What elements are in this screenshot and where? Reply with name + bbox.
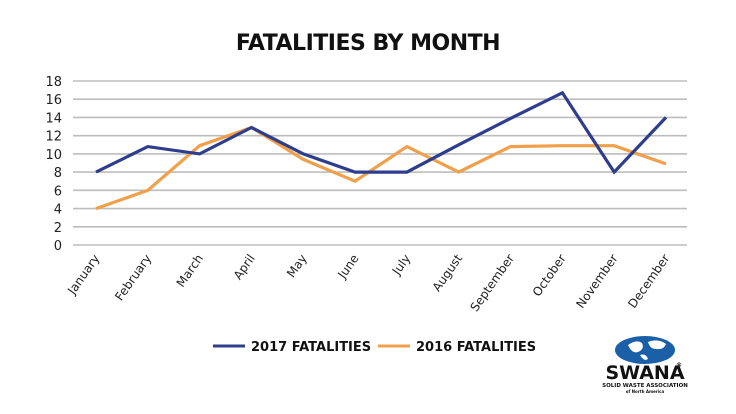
logo-subtitle2: of North America xyxy=(626,389,665,394)
series xyxy=(95,90,668,211)
legend-label: 2016 FATALITIES xyxy=(416,340,536,355)
x-tick-label: September xyxy=(467,252,517,314)
y-tick-label: 18 xyxy=(45,75,62,90)
y-axis-ticks: 0 2 4 6 8 10 12 14 16 18 xyxy=(45,75,62,254)
x-tick-label: May xyxy=(284,252,310,280)
x-tick-label: June xyxy=(335,252,362,282)
x-tick-label: March xyxy=(174,252,206,290)
y-tick-label: 4 xyxy=(54,203,62,218)
x-tick-label: January xyxy=(64,252,102,298)
y-tick-label: 6 xyxy=(54,184,62,199)
chart-title: FATALITIES BY MONTH xyxy=(236,31,500,56)
y-tick-label: 12 xyxy=(45,130,62,145)
logo-registered: ® xyxy=(676,362,682,369)
x-tick-label: February xyxy=(112,252,154,304)
legend-label: 2017 FATALITIES xyxy=(251,340,371,355)
series-line xyxy=(95,125,667,211)
x-axis-ticks: January February March April May June July Augu… xyxy=(64,251,672,314)
y-tick-label: 10 xyxy=(45,148,62,163)
x-tick-label: December xyxy=(625,252,672,311)
y-tick-label: 16 xyxy=(45,93,62,108)
x-tick-label: August xyxy=(430,251,466,294)
x-tick-label: July xyxy=(389,252,413,279)
swana-logo: SWANA ® SOLID WASTE ASSOCIATION of North… xyxy=(602,336,688,394)
x-tick-label: November xyxy=(573,252,620,311)
y-tick-label: 0 xyxy=(54,239,62,254)
legend: 2017 FATALITIES 2016 FATALITIES xyxy=(213,340,536,355)
x-tick-label: April xyxy=(231,252,258,283)
x-tick-label: October xyxy=(530,252,569,299)
y-tick-label: 8 xyxy=(54,166,62,181)
y-tick-label: 2 xyxy=(54,221,62,236)
logo-name: SWANA xyxy=(605,362,684,384)
y-tick-label: 14 xyxy=(45,111,62,126)
logo-subtitle: SOLID WASTE ASSOCIATION xyxy=(602,383,688,389)
continents-icon xyxy=(628,340,666,360)
series-line xyxy=(95,90,668,175)
